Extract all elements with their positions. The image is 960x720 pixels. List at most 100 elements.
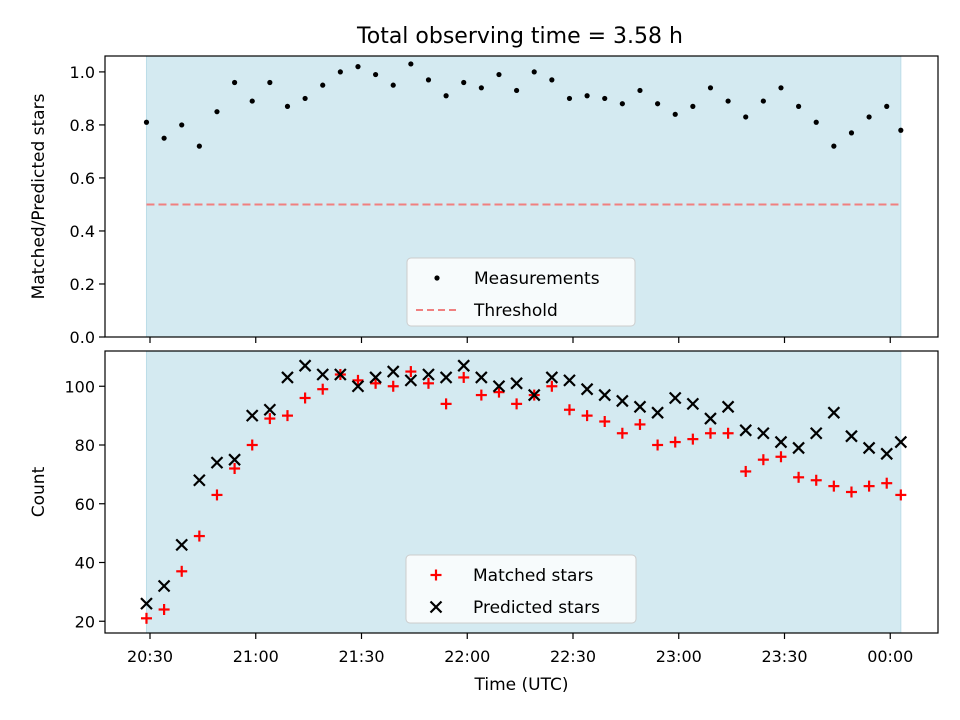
measurement-point — [619, 101, 625, 107]
x-tick-label: 23:00 — [656, 647, 702, 666]
matched-star-marker — [845, 486, 857, 498]
bottom-axes-frame — [104, 350, 939, 634]
predicted-star-marker — [757, 426, 770, 440]
matched-star-marker — [895, 489, 907, 501]
predicted-star-marker — [894, 435, 908, 449]
measurement-point — [602, 95, 608, 102]
matched-star-marker — [352, 374, 364, 386]
matched-star-marker — [211, 489, 223, 501]
legend-label: Measurements — [474, 269, 600, 289]
predicted-star-marker — [334, 368, 347, 381]
measurement-point — [284, 103, 291, 109]
measurement-point — [831, 143, 837, 149]
predicted-star-marker — [457, 359, 471, 372]
measurement-point — [866, 114, 872, 120]
legend-predicted-marker — [429, 600, 443, 614]
matched-star-marker — [881, 477, 893, 489]
measurement-point — [848, 130, 855, 136]
predicted-star-marker — [651, 406, 664, 419]
predicted-star-marker — [210, 456, 224, 469]
top-y-axis: 0.0 0.2 0.4 0.6 0.8 1.0 — [70, 63, 105, 347]
matched-star-marker — [810, 474, 822, 486]
y-tick-label: 0.0 — [70, 328, 95, 347]
y-tick-label: 100 — [64, 377, 95, 396]
predicted-star-marker — [721, 400, 735, 414]
bottom-plot-panel: 20 40 60 80 100 20:30 21:00 21:30 22:00 22:30 23:… — [29, 350, 939, 695]
predicted-star-marker — [792, 441, 805, 455]
measurement-point — [655, 101, 661, 107]
legend-matched-marker — [430, 569, 442, 581]
matched-star-marker — [722, 427, 734, 439]
top-legend: Measurements Threshold — [406, 257, 636, 327]
bottom-x-axis: 20:30 21:00 21:30 22:00 22:30 23:00 23:30 00:00 — [127, 633, 913, 666]
measurement-point — [778, 85, 784, 91]
predicted-star-marker — [140, 597, 153, 610]
measurement-point — [214, 109, 220, 115]
measurement-point — [884, 103, 890, 109]
star-count-points — [140, 359, 908, 624]
predicted-star-marker — [704, 412, 717, 425]
matched-star-marker — [458, 371, 470, 383]
predicted-star-marker — [351, 379, 365, 393]
matched-star-marker — [299, 392, 311, 404]
matched-star-marker — [493, 386, 505, 398]
y-tick-label: 0.4 — [70, 222, 95, 241]
predicted-star-marker — [686, 397, 700, 411]
matched-star-marker — [599, 416, 611, 427]
matched-star-marker — [828, 480, 840, 492]
y-tick-label: 60 — [75, 495, 95, 514]
matched-star-marker — [140, 612, 152, 624]
matched-star-marker — [317, 383, 329, 395]
measurement-point — [496, 71, 502, 78]
measurement-point — [443, 93, 449, 99]
predicted-star-marker — [298, 359, 312, 372]
measurement-point — [179, 122, 185, 128]
top-chart-title: Total observing time = 3.58 h — [356, 24, 683, 49]
predicted-star-marker — [193, 473, 206, 487]
measurement-point — [267, 79, 273, 86]
top-axes-frame — [104, 55, 939, 338]
top-x-axis-ticks — [149, 337, 891, 343]
predicted-star-marker — [598, 388, 612, 402]
predicted-star-marker — [527, 388, 541, 402]
predicted-star-marker — [439, 371, 453, 384]
predicted-star-marker — [263, 403, 277, 417]
predicted-star-marker — [475, 371, 488, 384]
predicted-star-marker — [739, 424, 753, 437]
predicted-star-marker — [175, 538, 189, 552]
predicted-star-marker — [774, 435, 788, 449]
matched-star-marker — [563, 404, 575, 416]
predicted-star-marker — [616, 394, 629, 408]
predicted-star-marker — [880, 447, 894, 461]
measurement-point — [672, 111, 678, 117]
bottom-legend: Matched stars Predicted stars — [405, 554, 637, 624]
y-tick-label: 1.0 — [70, 63, 95, 82]
matched-star-marker — [264, 413, 276, 425]
matched-star-marker — [511, 398, 523, 410]
x-tick-label: 22:00 — [444, 647, 490, 666]
x-tick-label: 20:30 — [127, 647, 173, 666]
matched-star-marker — [863, 480, 875, 492]
legend-box — [405, 554, 637, 624]
bottom-y-axis: 20 40 60 80 100 — [64, 377, 105, 631]
x-tick-label: 23:30 — [761, 647, 807, 666]
measurement-point — [320, 82, 326, 88]
matched-star-marker — [616, 427, 628, 439]
legend-label: Threshold — [473, 301, 558, 321]
measurement-point — [232, 79, 238, 86]
matched-star-marker — [246, 439, 258, 451]
predicted-star-marker — [422, 368, 435, 381]
predicted-star-marker — [492, 379, 506, 393]
measurement-point — [514, 87, 520, 94]
measurement-point — [566, 95, 573, 102]
x-tick-label: 21:00 — [233, 647, 279, 666]
y-tick-label: 0.8 — [70, 116, 95, 135]
x-tick-label: 00:00 — [867, 647, 913, 666]
matched-star-marker — [387, 380, 399, 392]
predicted-star-marker — [386, 365, 400, 378]
matched-star-marker — [475, 389, 487, 401]
matched-star-marker — [793, 471, 805, 483]
predicted-star-marker — [827, 406, 841, 419]
y-tick-label: 80 — [75, 436, 95, 455]
predicted-star-marker — [563, 374, 576, 387]
